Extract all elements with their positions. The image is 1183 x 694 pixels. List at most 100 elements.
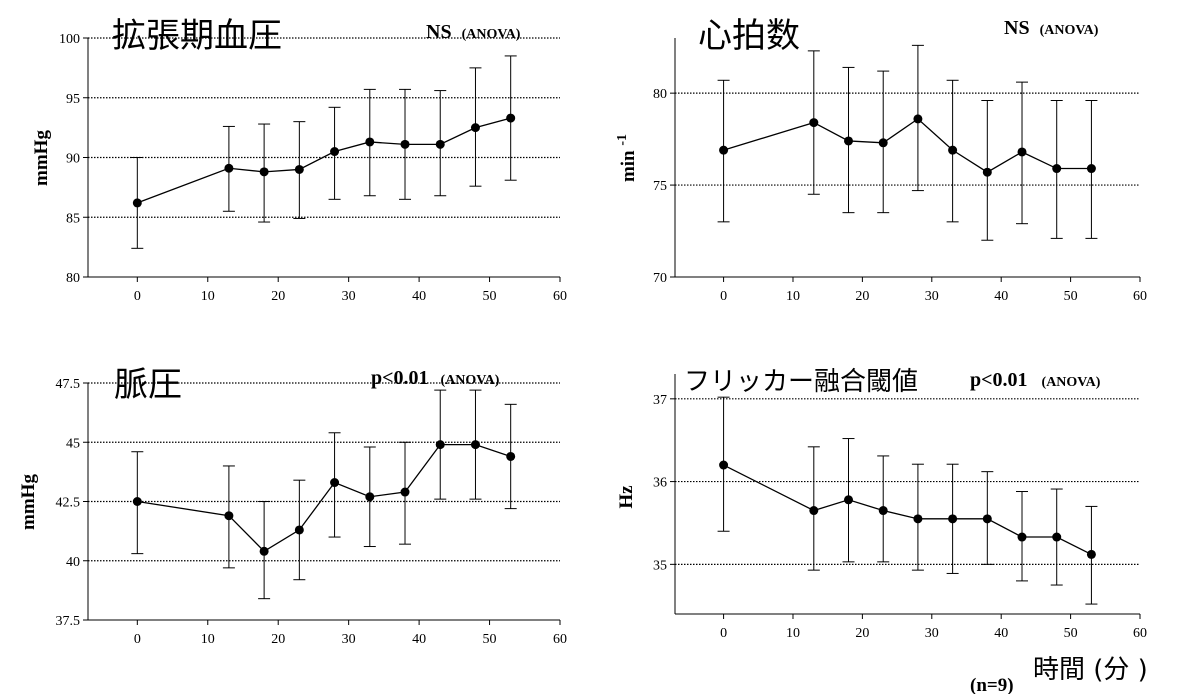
- data-point: [330, 478, 340, 488]
- chart-title: 心拍数: [698, 16, 800, 56]
- y-tick-label: 36: [653, 476, 667, 491]
- y-tick-label: 100: [59, 32, 80, 47]
- data-point: [982, 514, 992, 524]
- x-tick-label: 10: [786, 626, 800, 641]
- y-axis-label: Hz: [616, 485, 637, 509]
- y-tick-label: 37.5: [56, 614, 81, 629]
- data-point: [719, 145, 729, 155]
- data-point: [1086, 549, 1096, 559]
- x-tick-label: 40: [994, 626, 1008, 641]
- stat-value: p<0.01: [970, 369, 1028, 391]
- x-tick-label: 10: [201, 289, 215, 304]
- y-tick-label: 80: [653, 87, 667, 102]
- data-point: [259, 167, 269, 177]
- y-tick-label: 47.5: [56, 377, 81, 392]
- data-point: [506, 451, 516, 461]
- data-point: [506, 113, 516, 123]
- x-tick-label: 10: [786, 289, 800, 304]
- x-axis-label: 時間 (分 ): [1033, 655, 1148, 685]
- data-point: [294, 525, 304, 535]
- data-point: [878, 506, 888, 516]
- data-point: [1017, 532, 1027, 542]
- series-line: [723, 464, 1092, 555]
- y-axis-unit: mmHg: [18, 474, 39, 530]
- stat-value: NS: [1004, 17, 1030, 39]
- stat-label: NS (ANOVA): [1004, 17, 1099, 39]
- data-point: [878, 138, 888, 148]
- x-tick-label: 40: [412, 289, 426, 304]
- data-point: [982, 167, 992, 177]
- y-axis-label: min -1: [615, 134, 639, 182]
- data-point: [224, 163, 234, 173]
- stat-test: (ANOVA): [1040, 23, 1099, 38]
- series-line: [723, 118, 1092, 173]
- chart-pulse-pressure: 脈圧 p<0.01 (ANOVA) mmHg 37.5 40 42.5 45 47.5 0…: [18, 365, 567, 647]
- data-point: [844, 495, 854, 505]
- chart-title: 拡張期血圧: [112, 16, 282, 56]
- chart-heart-rate: 心拍数 NS (ANOVA) min -1 70 75 80 0 10 20 30 40 50 6…: [615, 16, 1147, 304]
- data-point: [913, 114, 923, 124]
- x-tick-label: 50: [483, 632, 497, 647]
- stat-label: p<0.01 (ANOVA): [371, 367, 500, 389]
- data-point: [948, 145, 958, 155]
- series-line: [137, 443, 511, 553]
- y-axis-unit: min: [618, 150, 639, 182]
- y-tick-label: 45: [66, 436, 80, 451]
- y-tick-label: 75: [653, 179, 667, 194]
- x-tick-label: 60: [553, 289, 567, 304]
- stat-test: (ANOVA): [462, 27, 521, 42]
- data-point: [400, 139, 410, 149]
- y-axis-unit: mmHg: [31, 130, 52, 186]
- x-tick-label: 50: [1064, 289, 1078, 304]
- data-point: [294, 164, 304, 174]
- x-tick-label: 60: [1133, 626, 1147, 641]
- y-tick-label: 42.5: [56, 496, 81, 511]
- data-point: [470, 440, 480, 450]
- x-tick-label: 0: [134, 632, 141, 647]
- y-axis-unit-exponent: -1: [615, 134, 630, 146]
- data-point: [400, 487, 410, 497]
- data-point: [132, 198, 142, 208]
- stat-test: (ANOVA): [1042, 375, 1101, 390]
- y-tick-label: 95: [66, 92, 80, 107]
- data-point: [470, 123, 480, 133]
- x-tick-label: 20: [855, 626, 869, 641]
- y-tick-label: 70: [653, 271, 667, 286]
- x-tick-label: 20: [271, 632, 285, 647]
- y-tick-label: 80: [66, 271, 80, 286]
- data-point: [132, 497, 142, 506]
- x-tick-label: 0: [134, 289, 141, 304]
- x-tick-label: 30: [342, 632, 356, 647]
- data-point: [330, 147, 340, 157]
- chart-title: 脈圧: [114, 365, 182, 405]
- data-point: [259, 546, 269, 556]
- data-point: [435, 440, 445, 450]
- stat-value: NS: [426, 21, 452, 43]
- chart-diastolic-bp: 拡張期血圧 NS (ANOVA) mmHg 80 85 90 95 100 0 10 20 30…: [31, 16, 567, 304]
- x-tick-label: 50: [483, 289, 497, 304]
- data-point: [719, 460, 729, 470]
- data-point: [1086, 164, 1096, 174]
- y-axis-label: mmHg: [31, 130, 52, 186]
- data-point: [1017, 147, 1027, 157]
- x-tick-label: 20: [271, 289, 285, 304]
- x-tick-label: 30: [925, 289, 939, 304]
- x-tick-label: 60: [1133, 289, 1147, 304]
- x-tick-label: 20: [855, 289, 869, 304]
- x-tick-label: 60: [553, 632, 567, 647]
- x-tick-label: 0: [720, 626, 727, 641]
- data-point: [913, 514, 923, 524]
- data-point: [1052, 164, 1062, 174]
- stat-label: p<0.01 (ANOVA): [970, 369, 1101, 391]
- x-tick-label: 50: [1064, 626, 1078, 641]
- y-axis-unit: Hz: [616, 485, 637, 509]
- y-tick-label: 85: [66, 211, 80, 226]
- y-axis-label: mmHg: [18, 474, 39, 530]
- x-tick-label: 40: [994, 289, 1008, 304]
- y-tick-label: 40: [66, 555, 80, 570]
- series-line: [137, 117, 511, 204]
- data-point: [844, 136, 854, 146]
- stat-test: (ANOVA): [441, 373, 500, 388]
- data-point: [435, 139, 445, 149]
